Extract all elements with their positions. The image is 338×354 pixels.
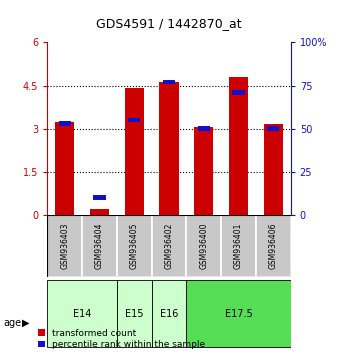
Text: GSM936401: GSM936401 (234, 223, 243, 269)
Bar (152, 215, 186, 276)
Text: age: age (3, 318, 22, 328)
Bar (125, 88, 144, 215)
Bar (152, 280, 186, 347)
Bar (198, 126, 210, 131)
Bar (256, 215, 291, 276)
Bar (194, 127, 213, 215)
Text: GSM936402: GSM936402 (165, 223, 173, 269)
Text: E17.5: E17.5 (225, 308, 252, 319)
Bar (93, 195, 105, 200)
Bar (47, 215, 82, 276)
Text: GSM936404: GSM936404 (95, 223, 104, 269)
Bar (117, 280, 152, 347)
Text: GSM936403: GSM936403 (60, 223, 69, 269)
Bar (58, 121, 71, 126)
Bar (117, 215, 152, 276)
Bar (229, 77, 248, 215)
Bar (267, 126, 280, 131)
Text: ▶: ▶ (22, 318, 29, 328)
Text: E14: E14 (73, 308, 91, 319)
Legend: transformed count, percentile rank within the sample: transformed count, percentile rank withi… (38, 329, 205, 349)
Bar (186, 215, 221, 276)
Bar (186, 280, 291, 347)
Bar (90, 209, 109, 215)
Text: E16: E16 (160, 308, 178, 319)
Bar (233, 90, 245, 95)
Text: GDS4591 / 1442870_at: GDS4591 / 1442870_at (96, 17, 242, 30)
Bar (163, 80, 175, 85)
Text: GSM936405: GSM936405 (130, 223, 139, 269)
Bar (55, 121, 74, 215)
Bar (160, 82, 178, 215)
Bar (221, 215, 256, 276)
Bar (264, 124, 283, 215)
Text: GSM936400: GSM936400 (199, 223, 208, 269)
Bar (47, 280, 117, 347)
Text: E15: E15 (125, 308, 144, 319)
Bar (82, 215, 117, 276)
Bar (128, 118, 140, 122)
Text: GSM936406: GSM936406 (269, 223, 278, 269)
